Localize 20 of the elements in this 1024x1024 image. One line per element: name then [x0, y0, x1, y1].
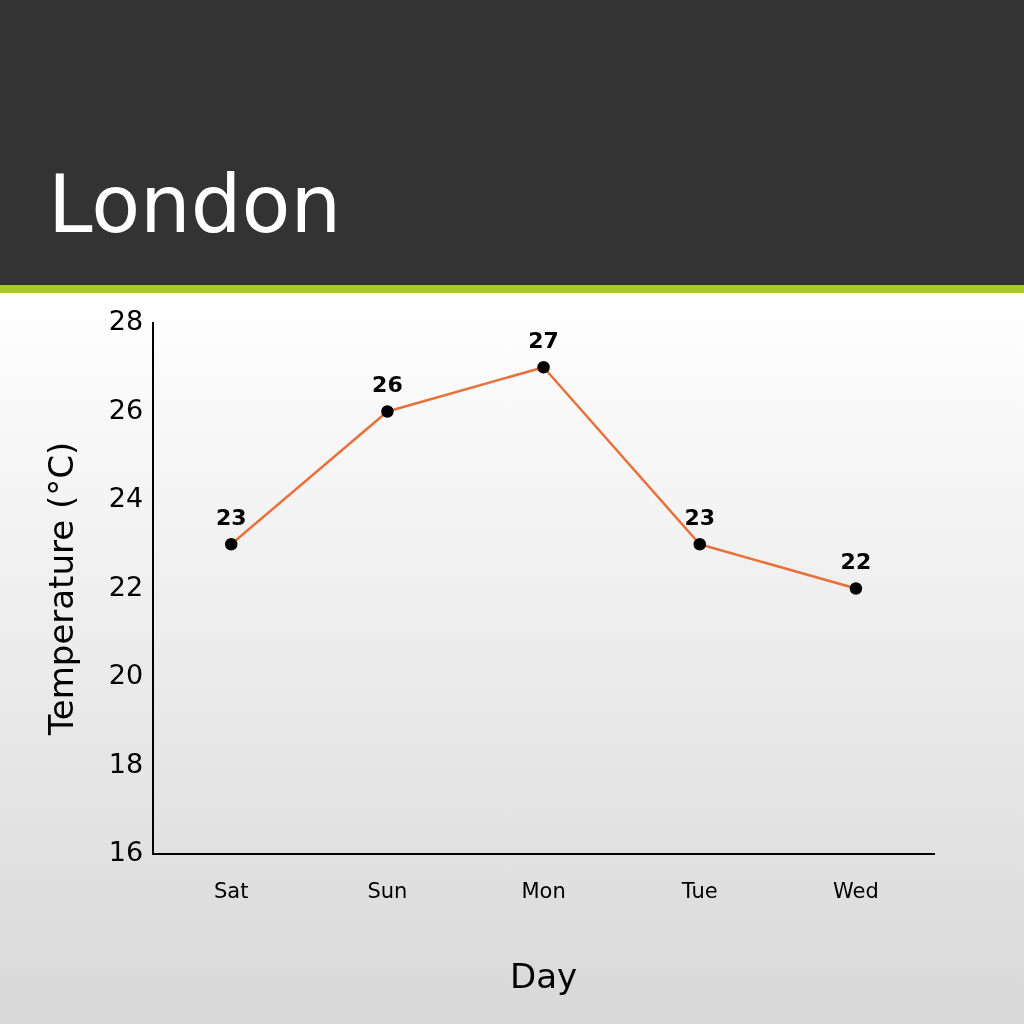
data-label: 26	[372, 372, 403, 398]
x-tick-label: Mon	[521, 879, 566, 904]
y-tick-label: 26	[108, 393, 144, 425]
chart-title: London	[48, 158, 342, 251]
y-tick-label: 22	[108, 570, 144, 602]
y-tick-label: 18	[108, 747, 144, 779]
x-tick-label: Sat	[214, 879, 249, 904]
x-tick-label: Wed	[833, 879, 879, 904]
x-tick-label: Tue	[680, 879, 718, 904]
data-label: 23	[684, 504, 716, 530]
x-tick-label: Sun	[367, 879, 408, 904]
y-axis-title: Temperature (°C)	[41, 441, 82, 737]
x-axis-title: Day	[510, 956, 578, 997]
y-tick-label: 16	[108, 836, 144, 868]
y-tick-label: 24	[108, 482, 144, 514]
y-tick-label: 20	[108, 659, 144, 691]
y-tick-label: 28	[108, 305, 144, 337]
data-label: 27	[528, 327, 559, 353]
data-label: 23	[215, 504, 247, 530]
data-label: 22	[840, 549, 872, 575]
